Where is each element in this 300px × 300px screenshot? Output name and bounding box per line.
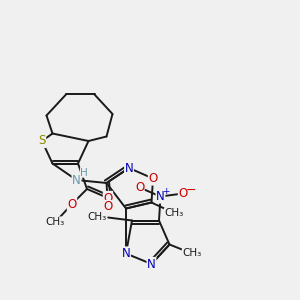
Text: O: O (103, 200, 112, 214)
Text: N: N (124, 161, 134, 175)
Text: CH₃: CH₃ (88, 212, 107, 223)
Text: O: O (68, 197, 76, 211)
Text: CH₃: CH₃ (46, 217, 65, 227)
Text: O: O (178, 187, 188, 200)
Text: N: N (147, 257, 156, 271)
Text: S: S (38, 134, 46, 148)
Text: N: N (156, 190, 165, 203)
Text: O: O (148, 172, 158, 185)
Text: N: N (122, 247, 130, 260)
Text: O: O (103, 191, 112, 205)
Text: CH₃: CH₃ (164, 208, 184, 218)
Text: N: N (72, 173, 81, 187)
Text: −: − (186, 184, 197, 197)
Text: H: H (80, 167, 88, 178)
Text: CH₃: CH₃ (182, 248, 202, 259)
Text: +: + (162, 187, 170, 196)
Text: O: O (135, 181, 144, 194)
